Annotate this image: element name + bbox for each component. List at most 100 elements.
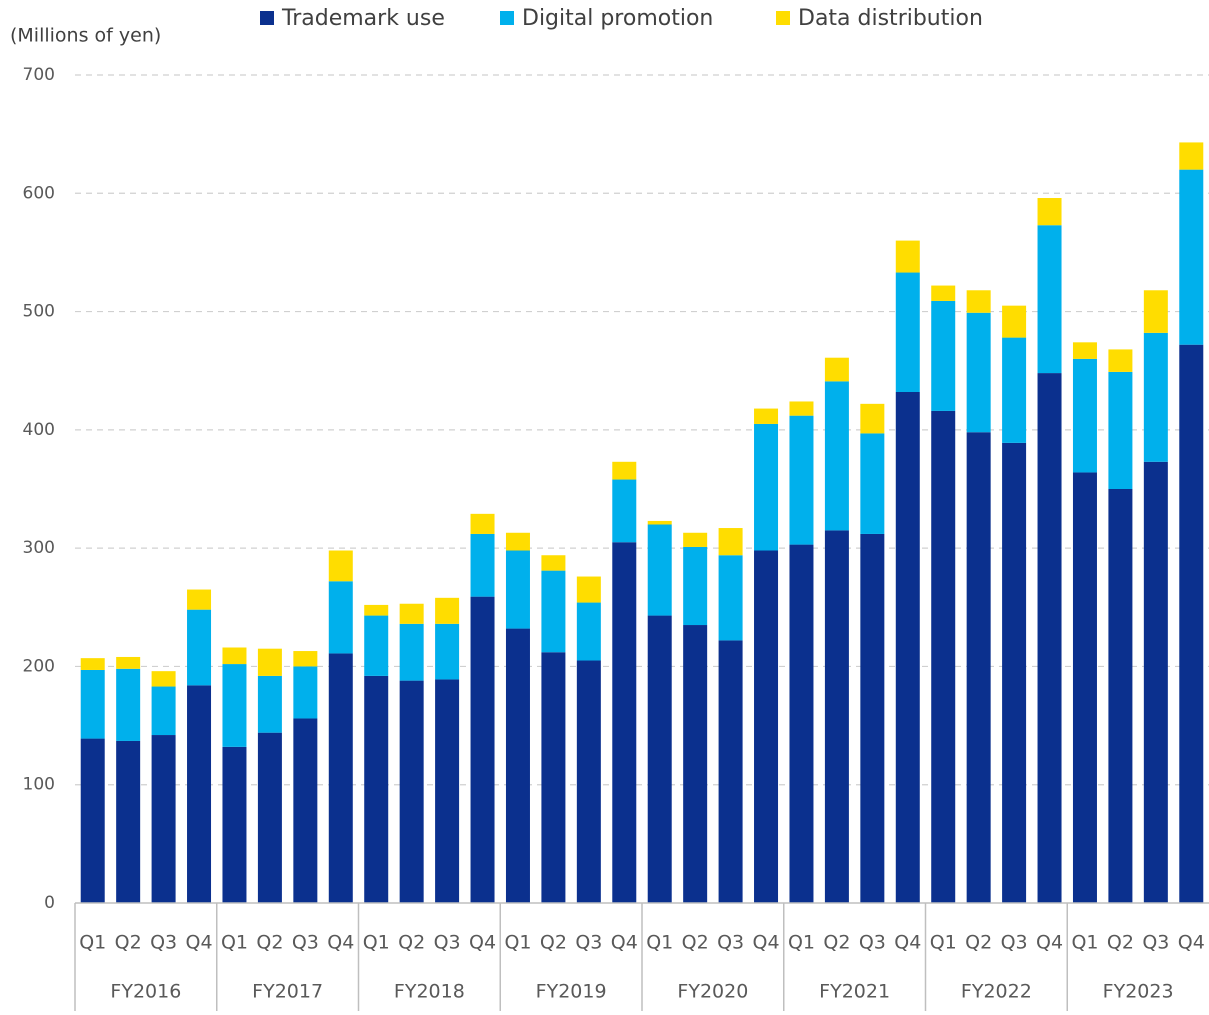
bar-segment [435, 679, 460, 903]
bar-segment [80, 669, 105, 739]
x-tick-label: Q1 [646, 932, 673, 954]
x-tick-label: Q3 [292, 932, 319, 954]
bar-segment [647, 524, 672, 616]
x-tick-label: Q3 [1142, 932, 1169, 954]
bar-segment [1072, 358, 1097, 473]
bar-segment [683, 546, 708, 626]
bar-segment [328, 550, 353, 582]
bar-segment [576, 602, 601, 661]
bar-segment [399, 680, 424, 903]
y-tick-label: 200 [23, 656, 55, 676]
bar-segment [293, 651, 318, 667]
bar-segment [824, 357, 849, 382]
bar-segment [435, 623, 460, 680]
bar-segment [718, 555, 743, 641]
x-tick-label: Q4 [186, 932, 213, 954]
y-tick-label: 100 [23, 775, 55, 795]
bar-segment [1072, 472, 1097, 903]
bar-segment [824, 530, 849, 903]
bar-segment [683, 532, 708, 547]
bar-segment [505, 532, 530, 551]
x-tick-label: Q4 [1178, 932, 1205, 954]
x-tick-label: Q4 [327, 932, 354, 954]
bar-segment [966, 312, 991, 433]
x-tick-label: Q3 [859, 932, 886, 954]
group-label: FY2021 [819, 981, 890, 1003]
y-tick-label: 0 [44, 893, 55, 913]
group-label: FY2018 [394, 981, 465, 1003]
bar-segment [895, 272, 920, 393]
bar-segment [718, 528, 743, 556]
x-tick-label: Q3 [1001, 932, 1028, 954]
bar-segment [576, 576, 601, 603]
x-tick-label: Q2 [115, 932, 142, 954]
x-tick-label: Q1 [363, 932, 390, 954]
bar-segment [364, 615, 389, 676]
bar-segment [1002, 337, 1027, 443]
bar-segment [399, 623, 424, 681]
bar-segment [647, 615, 672, 903]
bar-segment [399, 603, 424, 624]
bar-segment [718, 640, 743, 903]
group-label: FY2017 [252, 981, 323, 1003]
bar-segment [364, 675, 389, 903]
x-tick-label: Q2 [682, 932, 709, 954]
x-tick-label: Q3 [434, 932, 461, 954]
bar-segment [151, 735, 176, 903]
bar-segment [1037, 198, 1062, 226]
y-tick-label: 300 [23, 538, 55, 558]
x-tick-label: Q4 [753, 932, 780, 954]
x-tick-label: Q3 [717, 932, 744, 954]
bar-segment [1037, 225, 1062, 374]
bar-segment [860, 533, 885, 903]
bar-segment [789, 401, 814, 416]
bar-segment [789, 544, 814, 903]
bar-segment [187, 589, 212, 610]
bar-segment [612, 542, 637, 903]
bar-segment [1179, 344, 1204, 904]
group-label: FY2016 [110, 981, 181, 1003]
bar-segment [576, 660, 601, 903]
bar-segment [257, 675, 282, 733]
bar-segment [187, 685, 212, 903]
y-tick-label: 400 [23, 420, 55, 440]
bar-segment [1108, 371, 1133, 489]
bar-segment [1143, 461, 1168, 903]
bar-segment [116, 656, 141, 669]
bar-segment [257, 648, 282, 676]
bar-segment [116, 668, 141, 741]
bar-segment [754, 550, 779, 903]
bar-segment [824, 381, 849, 531]
y-tick-label: 600 [23, 183, 55, 203]
bar-segment [1037, 373, 1062, 904]
bar-segment [860, 433, 885, 534]
bar-segment [364, 604, 389, 616]
x-tick-label: Q4 [894, 932, 921, 954]
bar-segment [80, 738, 105, 903]
legend-swatch [260, 11, 274, 25]
x-tick-label: Q1 [788, 932, 815, 954]
bar-segment [80, 658, 105, 670]
group-label: FY2019 [536, 981, 607, 1003]
x-tick-label: Q3 [575, 932, 602, 954]
bar-segment [293, 666, 318, 719]
legend-swatch [500, 11, 514, 25]
bar-segment [470, 596, 495, 903]
x-tick-label: Q4 [469, 932, 496, 954]
bar-segment [1143, 332, 1168, 462]
bar-segment [1179, 142, 1204, 170]
y-axis-label: (Millions of yen) [10, 25, 161, 47]
bar-segment [754, 423, 779, 551]
bar-segment [931, 410, 956, 903]
bar-segment [187, 609, 212, 686]
bar-segment [1108, 489, 1133, 903]
legend-swatch [776, 11, 790, 25]
bar-segment [222, 647, 247, 665]
x-tick-label: Q2 [965, 932, 992, 954]
bar-segment [612, 479, 637, 543]
legend-label: Data distribution [798, 6, 983, 31]
bar-segment [1002, 442, 1027, 903]
bar-segment [435, 597, 460, 624]
x-tick-label: Q1 [504, 932, 531, 954]
